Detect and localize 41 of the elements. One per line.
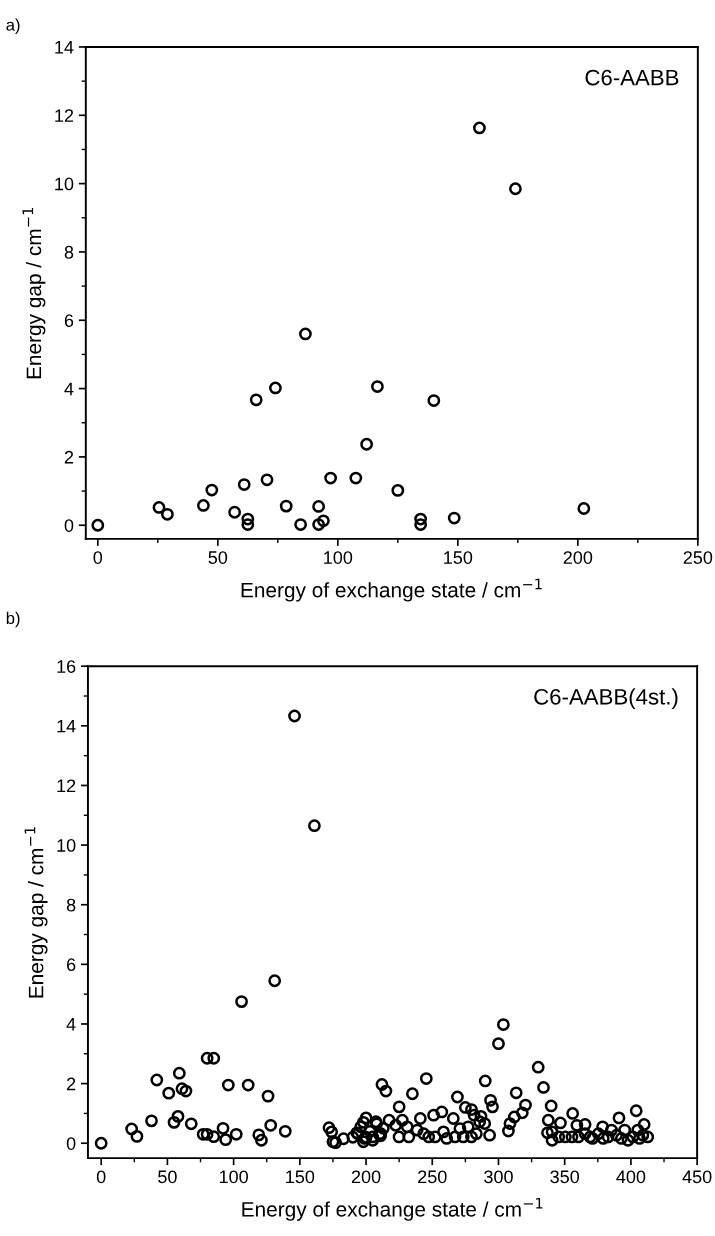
x-tick-label: 50 (208, 551, 228, 564)
y-tick-label: 4 (66, 1018, 76, 1031)
annotation: C6-AABB (585, 69, 679, 86)
y-tick-label: 8 (66, 898, 76, 912)
x-axis-title: Energy of exchange state / cm$^{−1}$ (242, 1197, 543, 1221)
y-tick-label: 0 (66, 1137, 76, 1150)
x-tick-label: 50 (158, 1170, 177, 1184)
y-tick-label: 10 (55, 177, 74, 191)
y-tick-label: 14 (57, 719, 76, 733)
x-tick-label: 200 (563, 551, 593, 564)
y-tick-label: 0 (64, 519, 74, 532)
x-tick-label: 250 (418, 1170, 447, 1184)
y-tick-label: 8 (64, 245, 74, 259)
y-tick-label: 2 (64, 450, 74, 464)
y-tick-label: 10 (57, 839, 76, 852)
x-tick-label: 150 (286, 1170, 315, 1184)
text: b) (6, 611, 20, 628)
y-axis-title: Energy gap / cm$^{−1}$ (24, 827, 48, 998)
x-tick-label: 300 (484, 1170, 513, 1184)
text: a) (6, 18, 20, 35)
y-axis-title: Energy gap / cm$^{−1}$ (22, 207, 46, 379)
x-tick-label: 0 (96, 1170, 106, 1184)
y-tick-label: 12 (57, 779, 76, 792)
x-tick-label: 250 (683, 551, 713, 564)
x-tick-label: 150 (444, 551, 473, 564)
x-tick-label: 100 (324, 551, 353, 564)
x-tick-label: 100 (219, 1170, 248, 1184)
y-tick-label: 16 (57, 660, 76, 673)
y-tick-label: 6 (67, 958, 76, 972)
y-tick-label: 14 (55, 41, 74, 54)
x-tick-label: 350 (550, 1170, 580, 1184)
y-tick-label: 2 (67, 1077, 76, 1091)
x-tick-label: 450 (682, 1170, 712, 1184)
x-axis-title: Energy of exchange state / cm$^{−1}$ (241, 578, 542, 602)
annotation: C6-AABB(4st.) (534, 688, 678, 710)
y-tick-label: 6 (64, 314, 74, 327)
y-tick-label: 12 (55, 109, 74, 122)
x-tick-label: 200 (351, 1170, 381, 1184)
x-tick-label: 0 (93, 551, 103, 564)
y-tick-label: 4 (64, 382, 74, 396)
x-tick-label: 400 (616, 1170, 646, 1184)
